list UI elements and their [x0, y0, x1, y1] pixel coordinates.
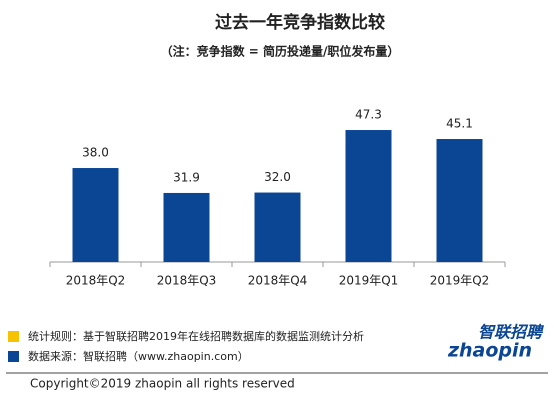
note: 数据来源：智联招聘（www.zhaopin.com） [28, 349, 249, 363]
logo-name: 智联招聘 [478, 323, 545, 342]
bar [72, 168, 119, 262]
data-label: 38.0 [82, 146, 109, 160]
bar [345, 130, 392, 262]
x-tick-label: 2019年Q2 [430, 274, 490, 288]
logo-domain: zhaopin [447, 340, 532, 362]
x-tick-label: 2019年Q1 [339, 274, 399, 288]
bar [436, 139, 483, 262]
note-marker [8, 331, 19, 342]
data-label: 45.1 [446, 117, 473, 131]
bar [163, 192, 210, 262]
note: 统计规则：基于智联招聘2019年在线招聘数据库的数据监测统计分析 [28, 329, 364, 343]
data-label: 31.9 [173, 170, 200, 184]
note-marker [8, 351, 19, 362]
chart-title: 过去一年竞争指数比较 [215, 12, 385, 33]
chart-subtitle: （注：竞争指数 = 简历投递量/职位发布量） [161, 44, 400, 59]
x-tick-label: 2018年Q4 [248, 274, 308, 288]
data-label: 47.3 [355, 108, 382, 122]
copyright: Copyright©2019 zhaopin all rights reserv… [30, 377, 295, 391]
x-tick-label: 2018年Q3 [157, 274, 217, 288]
data-label: 32.0 [264, 170, 291, 184]
x-tick-label: 2018年Q2 [66, 274, 126, 288]
bar [254, 192, 301, 262]
